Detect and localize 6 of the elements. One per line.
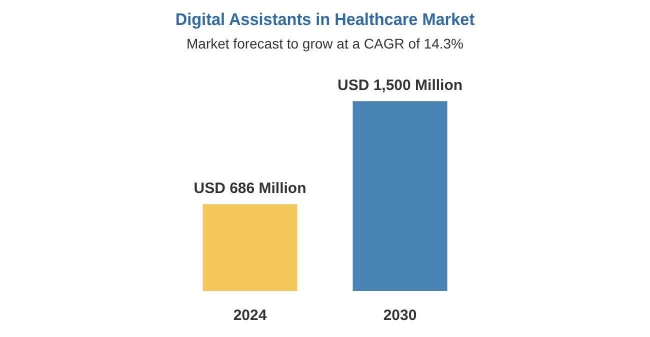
data-label: USD 1,500 Million xyxy=(337,76,463,94)
data-label: USD 686 Million xyxy=(194,180,306,197)
chart-subtitle: Market forecast to grow at a CAGR of 14.3% xyxy=(186,36,464,52)
x-tick-label: 2030 xyxy=(383,307,417,324)
chart-title: Digital Assistants in Healthcare Market xyxy=(175,10,476,29)
x-tick-label: 2024 xyxy=(233,307,268,324)
